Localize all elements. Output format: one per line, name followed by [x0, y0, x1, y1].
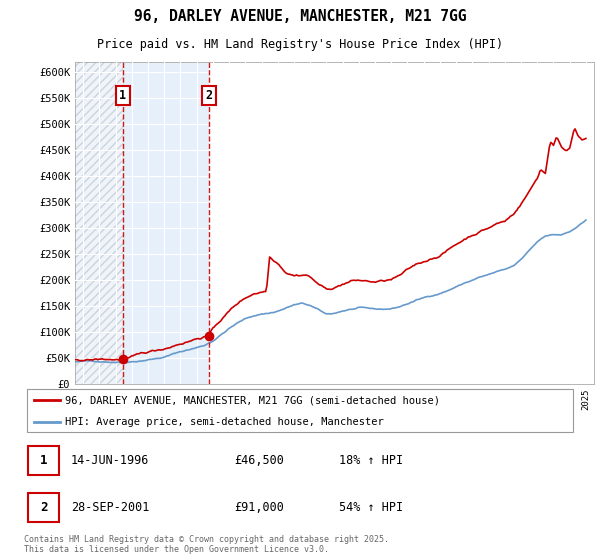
Text: 14-JUN-1996: 14-JUN-1996 — [71, 454, 149, 467]
Bar — [123, 62, 209, 384]
FancyBboxPatch shape — [28, 493, 59, 522]
Text: 2: 2 — [40, 501, 47, 514]
Text: 1: 1 — [119, 89, 127, 102]
Text: 96, DARLEY AVENUE, MANCHESTER, M21 7GG: 96, DARLEY AVENUE, MANCHESTER, M21 7GG — [134, 9, 466, 24]
FancyBboxPatch shape — [27, 389, 573, 432]
Text: 28-SEP-2001: 28-SEP-2001 — [71, 501, 149, 514]
Bar — [209, 62, 594, 384]
Text: 1: 1 — [40, 454, 47, 467]
Bar — [75, 62, 123, 384]
Text: £46,500: £46,500 — [234, 454, 284, 467]
Text: 2: 2 — [205, 89, 212, 102]
Text: 54% ↑ HPI: 54% ↑ HPI — [338, 501, 403, 514]
FancyBboxPatch shape — [28, 446, 59, 475]
Text: 18% ↑ HPI: 18% ↑ HPI — [338, 454, 403, 467]
Text: Price paid vs. HM Land Registry's House Price Index (HPI): Price paid vs. HM Land Registry's House … — [97, 38, 503, 51]
Text: HPI: Average price, semi-detached house, Manchester: HPI: Average price, semi-detached house,… — [65, 417, 384, 427]
Text: £91,000: £91,000 — [234, 501, 284, 514]
Text: 96, DARLEY AVENUE, MANCHESTER, M21 7GG (semi-detached house): 96, DARLEY AVENUE, MANCHESTER, M21 7GG (… — [65, 395, 440, 405]
Text: Contains HM Land Registry data © Crown copyright and database right 2025.
This d: Contains HM Land Registry data © Crown c… — [24, 535, 389, 554]
